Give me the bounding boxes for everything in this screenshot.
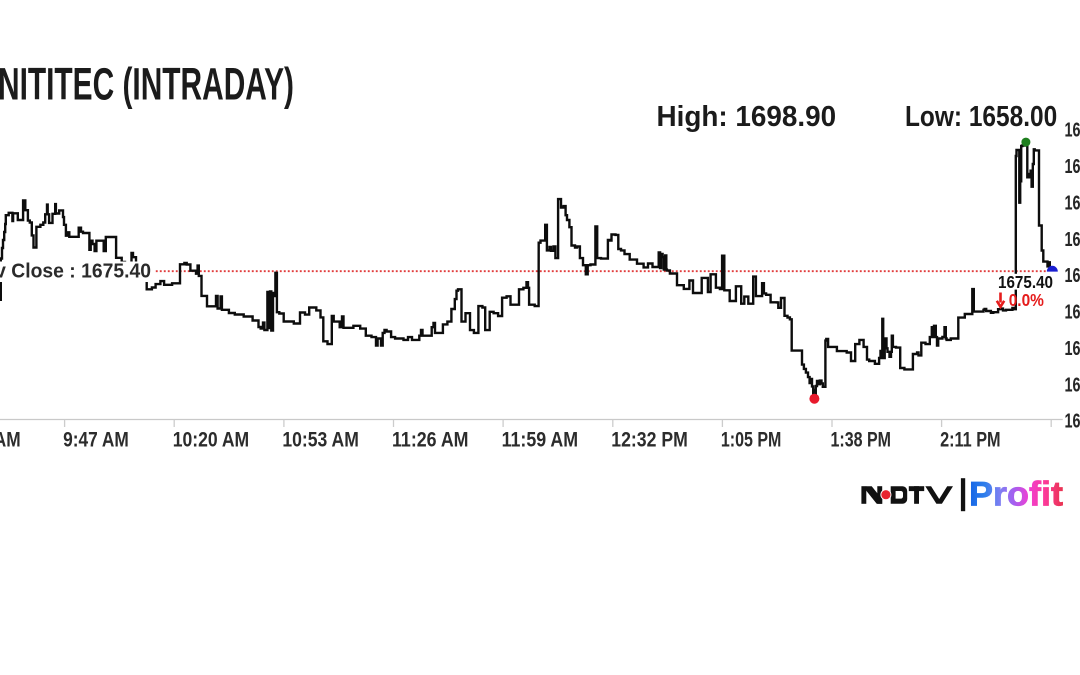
svg-text:Low: 1658.00: Low: 1658.00 <box>905 101 1057 133</box>
svg-text:11:59 AM: 11:59 AM <box>502 429 578 452</box>
svg-text:16: 16 <box>1065 301 1080 324</box>
svg-text:1:38 PM: 1:38 PM <box>831 429 892 452</box>
svg-text:16: 16 <box>1065 228 1080 251</box>
svg-text:Prev Close : 1675.40: Prev Close : 1675.40 <box>0 260 151 283</box>
svg-text:2:11 PM: 2:11 PM <box>940 429 1001 452</box>
svg-text:9:14 AM: 9:14 AM <box>0 429 21 452</box>
svg-text:NITITEC (INTRADAY): NITITEC (INTRADAY) <box>0 58 294 109</box>
svg-text:16: 16 <box>1065 410 1080 433</box>
svg-text:16: 16 <box>1065 155 1080 178</box>
svg-text:11:26 AM: 11:26 AM <box>392 429 469 452</box>
svg-text:9:47 AM: 9:47 AM <box>63 429 129 452</box>
svg-text:16: 16 <box>1065 264 1080 287</box>
svg-text:Profit: Profit <box>969 475 1063 513</box>
svg-text:16: 16 <box>1065 337 1080 360</box>
svg-text:10:53 AM: 10:53 AM <box>282 429 359 452</box>
svg-text:12:32 PM: 12:32 PM <box>611 429 688 452</box>
svg-text:1:05 PM: 1:05 PM <box>721 429 782 452</box>
svg-text:10:20 AM: 10:20 AM <box>173 429 250 452</box>
svg-text:16: 16 <box>1065 119 1080 142</box>
svg-text:0.0%: 0.0% <box>1009 290 1045 310</box>
svg-text:16: 16 <box>1065 373 1080 396</box>
svg-text:1675.40: 1675.40 <box>998 272 1053 292</box>
svg-text:High: 1698.90: High: 1698.90 <box>657 101 837 133</box>
svg-text:16: 16 <box>1065 191 1080 214</box>
